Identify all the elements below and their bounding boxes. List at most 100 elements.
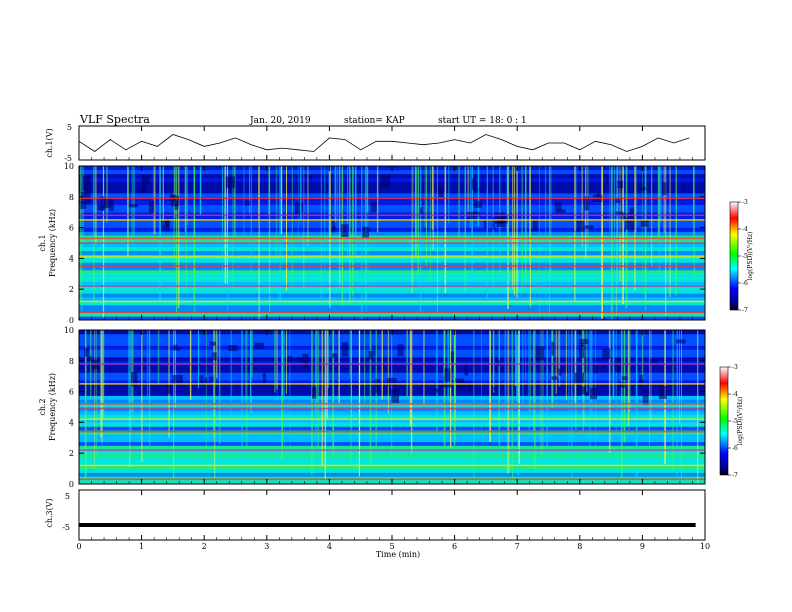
spec-patch (228, 345, 238, 351)
ch2-spectrogram-panel: ch.2 Frequency (kHz) 0 2 4 6 8 10 (38, 326, 706, 489)
spec-streak (355, 166, 357, 259)
colorbar-tick-label: -6 (732, 445, 738, 452)
spec-streak (324, 330, 326, 480)
spec-ytick-label: 10 (64, 326, 74, 335)
spec-streak (436, 330, 438, 433)
spec-streak (448, 166, 450, 223)
spec-patch (532, 218, 538, 231)
spec-streak (289, 330, 291, 458)
spec-patch (210, 341, 216, 346)
figure-title: VLF Spectra (79, 113, 150, 126)
spec-streak (512, 330, 514, 482)
spec-streak (178, 166, 180, 309)
spec-patch (173, 344, 178, 349)
ch3-ylabel: ch.3(V) (45, 498, 54, 527)
spec-streak (443, 330, 445, 377)
spec-patch (326, 183, 329, 190)
spec-streak (574, 166, 576, 301)
spec-patch (165, 219, 170, 227)
spec-streak (477, 166, 480, 227)
spec-patch (262, 373, 267, 386)
spec-streak (173, 330, 175, 484)
spec-streak (146, 330, 149, 396)
spec-row (79, 262, 705, 267)
spec-row (79, 273, 705, 279)
spec-streak (525, 166, 527, 284)
ch1-waveform-panel: 5 -5 ch.1(V) (45, 123, 706, 163)
spec-streak (693, 166, 696, 281)
spec-streak (608, 330, 611, 453)
spec-band (79, 219, 705, 221)
spec-streak (506, 166, 509, 286)
spec-row (79, 181, 705, 186)
spec-streak (672, 330, 674, 472)
station-text: station= KAP (344, 116, 405, 126)
x-tick-label: 9 (640, 542, 645, 551)
spec-streak (464, 166, 466, 292)
start-time-text: start UT = 18: 0 : 1 (438, 116, 527, 126)
spec-streak (286, 330, 287, 394)
spec-streak (619, 166, 621, 282)
spec-streak (507, 330, 510, 474)
spec-streak (218, 330, 221, 444)
spec-row (79, 304, 705, 309)
spec-streak (251, 330, 253, 378)
spec-streak (317, 330, 320, 450)
spec-patch (629, 207, 634, 218)
spec-patch (204, 377, 207, 385)
spec-patch (627, 213, 629, 223)
spec-ytick-label: 8 (69, 193, 74, 202)
spec-patch (622, 213, 627, 221)
spec-streak (162, 166, 164, 225)
spec-streak (243, 166, 245, 237)
spec-ytick-label: 4 (69, 254, 74, 263)
spec-streak (250, 330, 252, 414)
spec-streak (222, 166, 223, 293)
spec-row (79, 293, 705, 298)
spec-patch (225, 176, 235, 189)
spec-streak (551, 330, 554, 408)
spec-patch (455, 378, 464, 383)
spec-patch (368, 350, 374, 360)
spec-row (79, 169, 705, 175)
spec-patch (341, 342, 349, 357)
spec-streak (154, 166, 156, 235)
spec-streak (128, 330, 129, 408)
spec-streak (311, 330, 314, 474)
spec-streak (381, 330, 383, 400)
spec-streak (676, 330, 678, 482)
spec-streak (679, 330, 680, 423)
spec-streak (185, 166, 187, 294)
spec-row (79, 476, 705, 481)
spec-patch (602, 348, 611, 360)
spec-patch (373, 345, 376, 356)
spec-streak (549, 166, 550, 317)
spec-row (79, 296, 705, 302)
ch3-ytick-top: 5 (65, 492, 70, 501)
spec-streak (324, 166, 326, 289)
spec-streak (250, 330, 251, 411)
spec-streak (94, 330, 95, 469)
spec-patch (172, 375, 181, 384)
spec-streak (101, 330, 103, 442)
spec-streak (303, 166, 305, 288)
spec-streak (230, 330, 233, 425)
colorbar-tick-label: -3 (732, 364, 738, 371)
spec-streak (436, 166, 438, 314)
spec-patch (209, 376, 214, 382)
spec-band (79, 300, 705, 303)
spec-patch (80, 201, 87, 209)
spec-streak (311, 330, 313, 476)
spec-row (79, 246, 705, 252)
spec-streak (529, 166, 531, 307)
spec-patch (128, 204, 139, 208)
spec-ytick-label: 6 (69, 224, 74, 233)
x-tick-label: 5 (389, 542, 394, 551)
spec-streak (458, 166, 460, 238)
spec-row (79, 185, 705, 190)
spec-streak (489, 330, 491, 442)
spec-patch (638, 186, 646, 191)
spec-streak (529, 166, 531, 268)
spec-patch (139, 186, 147, 193)
spec-patch (554, 201, 562, 211)
